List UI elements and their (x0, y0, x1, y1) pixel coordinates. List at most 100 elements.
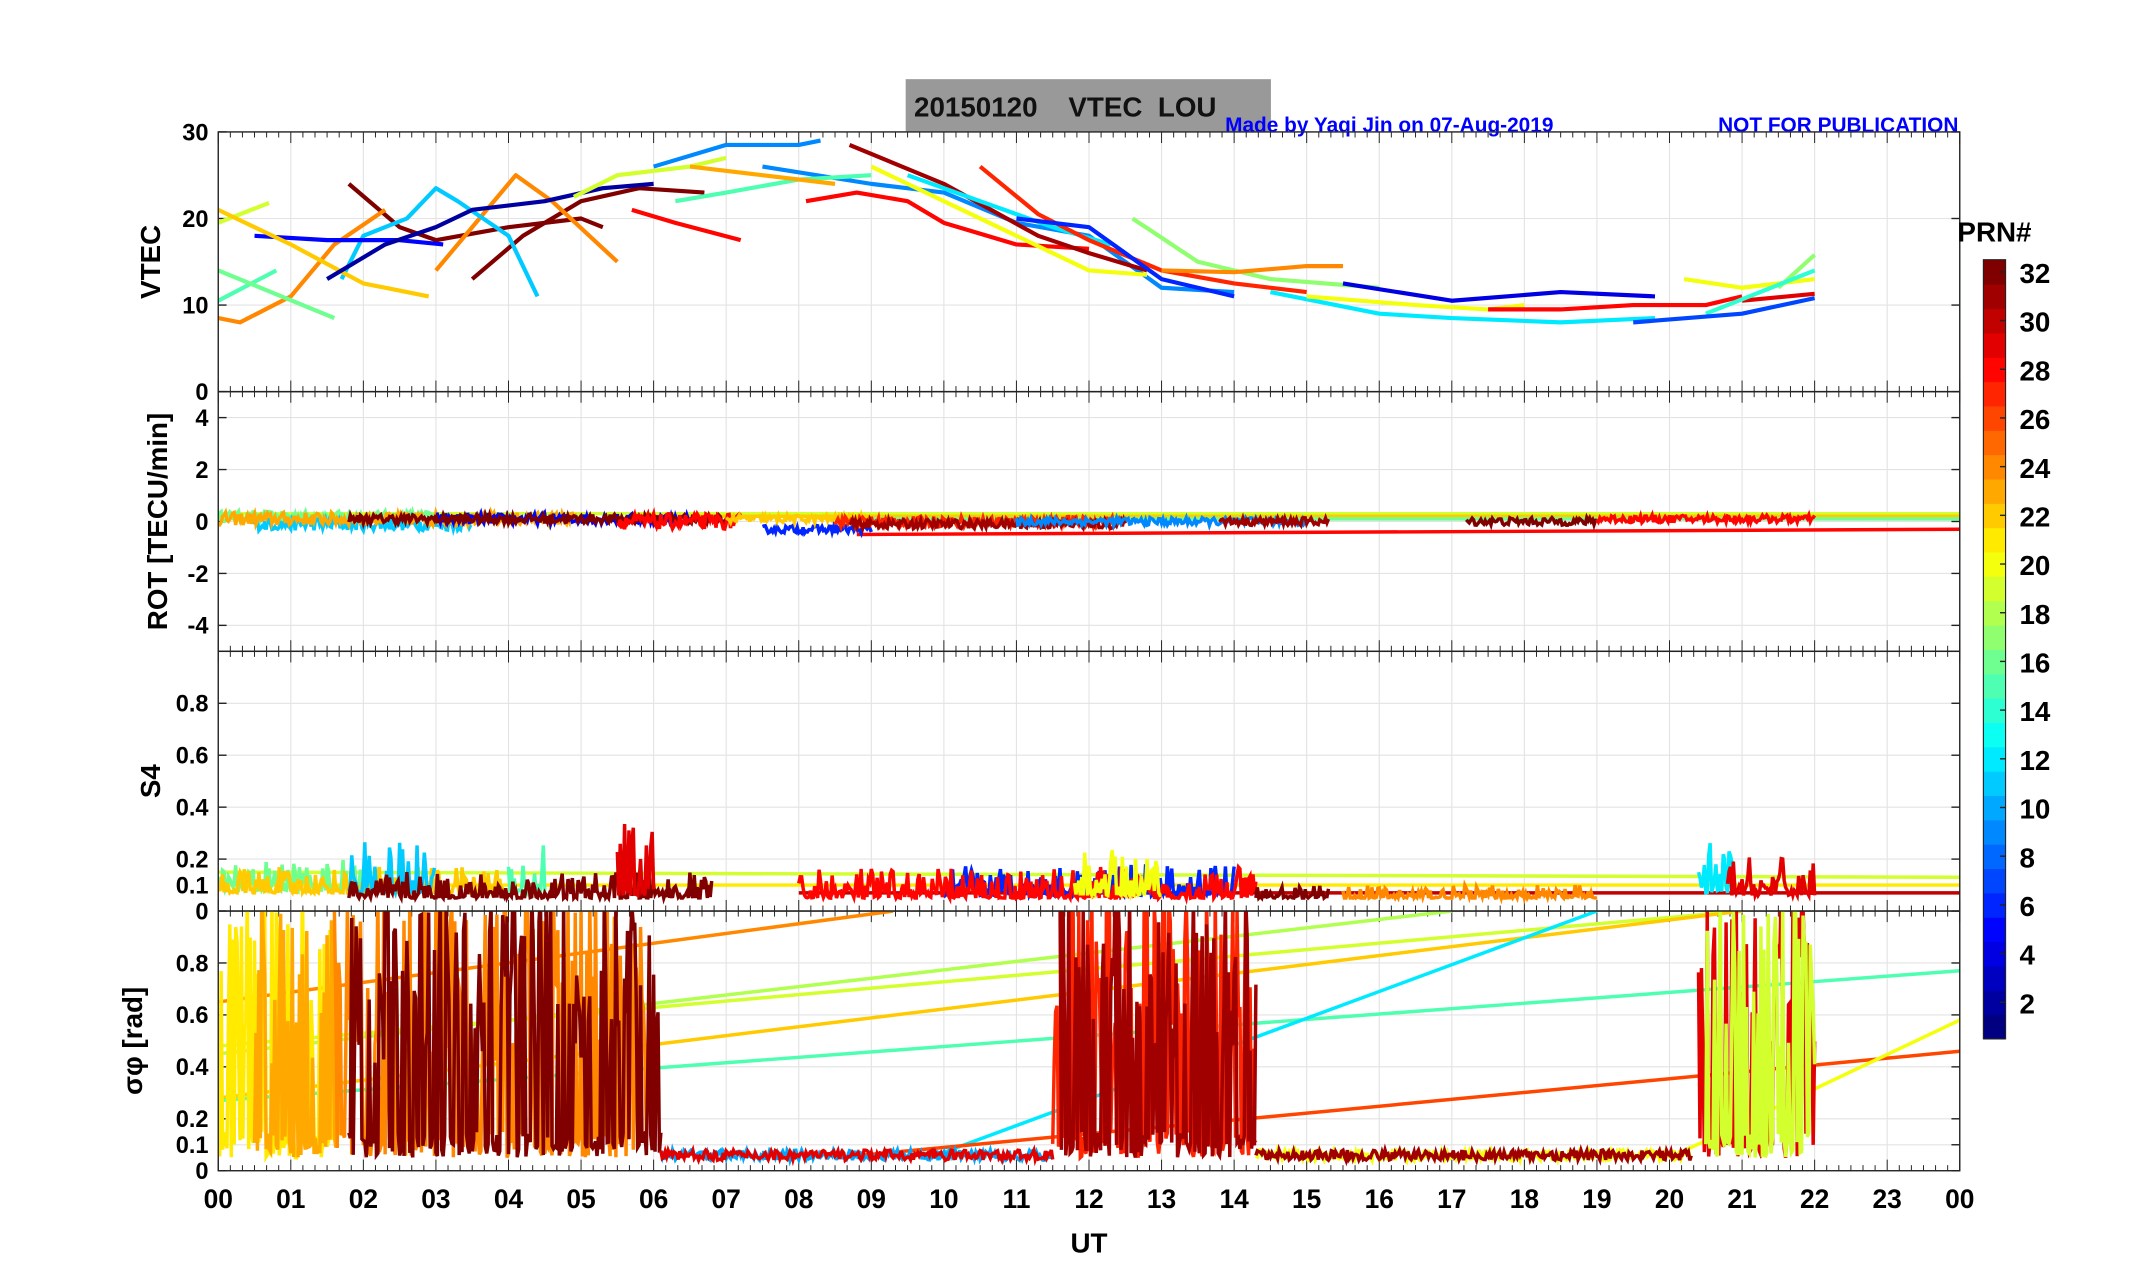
x-tick-label: 07 (712, 1184, 741, 1214)
vtec-trace-prn-17 (1131, 216, 1380, 290)
colorbar-swatch (1983, 284, 2006, 310)
colorbar-swatch (1983, 722, 2006, 748)
colorbar-swatch (1983, 868, 2006, 894)
colorbar-swatch (1983, 405, 2006, 431)
x-tick-label: 04 (494, 1184, 524, 1214)
y-tick-label: 0.1 (176, 1133, 209, 1159)
colorbar-swatch (1983, 1014, 2006, 1040)
colorbar-swatch (1983, 478, 2006, 504)
prn-trace-31 (1058, 911, 1258, 1161)
vtec-trace-prn-11 (339, 186, 540, 298)
colorbar-swatch (1983, 527, 2006, 553)
prn-trace-29 (1725, 856, 1817, 903)
y-axis-label-s4: S4 (135, 764, 166, 799)
y-tick-label: 0 (195, 1159, 208, 1185)
vtec-trace-prn-28 (631, 207, 742, 243)
y-tick-label: 10 (182, 293, 208, 319)
x-tick-label: 01 (276, 1184, 305, 1214)
prn-trace-19 (1704, 911, 1817, 1159)
x-axis-label: UT (1070, 1228, 1107, 1259)
colorbar-swatch (1983, 503, 2006, 529)
prn-trace-28 (616, 506, 742, 534)
panel-rot: -4 -2 0 2 4 ROT [TECU/min] (142, 390, 1961, 653)
x-tick-label: 22 (1800, 1184, 1829, 1214)
y-tick-label: 20 (182, 207, 208, 233)
x-tick-label: 18 (1510, 1184, 1539, 1214)
prn-trace-28 (1595, 509, 1817, 529)
prn-trace-23 (252, 911, 342, 1158)
colorbar-swatch (1983, 600, 2006, 626)
prn-trace-20 (1072, 849, 1162, 902)
colorbar-swatch (1983, 576, 2006, 602)
prn-line-28 (856, 527, 1960, 537)
vtec-trace-prn-24 (1161, 264, 1343, 275)
colorbar-swatch (1983, 357, 2006, 383)
colorbar-swatch (1983, 332, 2006, 358)
x-tick-label: 05 (566, 1184, 595, 1214)
chart-title: 20150120 VTEC LOU (914, 92, 1216, 123)
colorbar-tick-label: 30 (2019, 307, 2050, 338)
x-tick-label: 20 (1655, 1184, 1684, 1214)
vtec-trace-prn-24 (218, 208, 387, 325)
colorbar-swatch (1983, 770, 2006, 797)
colorbar-swatch (1983, 697, 2006, 723)
data-layer-vtec (218, 138, 1817, 325)
colorbar-swatch (1983, 454, 2006, 480)
colorbar-tick-label: 28 (2019, 355, 2050, 386)
colorbar-tick-label: 12 (2019, 745, 2050, 776)
x-tick-label: 19 (1582, 1184, 1611, 1214)
colorbar-swatch (1983, 965, 2006, 991)
vtec-trace-prn-31 (848, 142, 1148, 273)
y-tick-label: 30 (182, 120, 208, 146)
vtec-trace-prn-2 (326, 181, 654, 281)
data-layer-s4 (218, 823, 1960, 905)
colorbar-swatch (1983, 624, 2006, 650)
colorbar-frame (1982, 259, 2007, 1040)
publication-notice: NOT FOR PUBLICATION (1718, 114, 1958, 137)
prn-trace-32 (1465, 512, 1598, 531)
vtec-trace-prn-5 (254, 233, 444, 247)
y-tick-label: 0 (195, 510, 208, 536)
colorbar-tick-label: 2 (2019, 988, 2034, 1019)
panel-s4: 00.10.2 0.4 0.6 0.8 S4 (135, 650, 1961, 925)
x-tick-label: 03 (421, 1184, 450, 1214)
y-tick-label: 4 (195, 406, 208, 432)
y-tick-label: 2 (195, 458, 208, 484)
vtec-trace-prn-20 (870, 164, 1148, 277)
colorbar-tick-label: 22 (2019, 501, 2050, 532)
colorbar-swatch (1983, 259, 2006, 285)
x-tick-label: 12 (1074, 1184, 1103, 1214)
x-tick-label: 08 (784, 1184, 813, 1214)
x-tick-label: 09 (857, 1184, 886, 1214)
colorbar-tick-label: 18 (2019, 599, 2050, 630)
colorbar-swatch (1983, 649, 2006, 675)
prn-trace-24 (1341, 879, 1598, 905)
vtec-trace-prn-6 (1016, 216, 1235, 299)
colorbar-swatch (1983, 430, 2006, 456)
y-tick-label: 0.4 (176, 1055, 209, 1081)
prn-trace-31 (1254, 1143, 1693, 1167)
axes-box (217, 910, 1961, 1172)
vtec-trace-prn-28 (805, 190, 1090, 251)
y-tick-label: 0.2 (176, 847, 209, 873)
y-tick-label: 0.1 (176, 873, 209, 899)
colorbar-tick-label: 32 (2019, 258, 2050, 289)
x-tick-label: 15 (1292, 1184, 1321, 1214)
colorbar-tick-label: 26 (2019, 404, 2050, 435)
vtec-trace-prn-16 (218, 268, 336, 320)
x-tick-label: 14 (1219, 1184, 1249, 1214)
vtec-trace-prn-23 (689, 164, 836, 186)
y-axis-label-sigma_phi: σφ [rad] (117, 987, 148, 1095)
x-tick-label: 17 (1437, 1184, 1466, 1214)
x-tick-label: 23 (1873, 1184, 1902, 1214)
x-tick-label: 00 (1945, 1184, 1974, 1214)
colorbar-tick-label: 4 (2019, 940, 2035, 971)
title-box (905, 79, 1271, 132)
y-tick-label: -2 (188, 562, 209, 588)
y-tick-label: 0.6 (176, 1003, 209, 1029)
colorbar-tick-label: 16 (2019, 648, 2050, 679)
prn-trace-32 (347, 872, 714, 905)
